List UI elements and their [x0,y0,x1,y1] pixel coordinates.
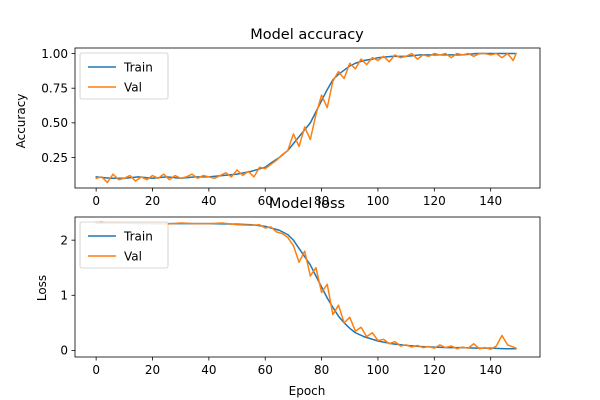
loss-y-tick-label: 0 [60,344,68,358]
loss-legend: Train Val [79,221,169,269]
loss-x-tick-label: 20 [145,363,160,377]
accuracy-chart-title: Model accuracy [250,27,364,43]
accuracy-x-tick-label: 140 [479,194,502,208]
loss-x-tick-label: 40 [201,363,216,377]
loss-series-val-line [95,221,517,351]
loss-axes-frame [74,216,541,358]
accuracy-y-tick-label: 1.00 [41,47,68,61]
accuracy-axes-frame [74,47,541,189]
accuracy-legend-train-label: Train [123,60,153,74]
accuracy-y-tick-label: 0.75 [41,81,68,95]
loss-chart-title: Model loss [269,196,345,212]
accuracy-y-tick-label: 0.50 [41,116,68,130]
accuracy-y-axis-label: Accuracy [14,94,28,149]
loss-x-tick-label: 80 [314,363,329,377]
accuracy-x-tick-label: 60 [258,194,273,208]
loss-panel: Loss Epoch 0 20 40 60 80 100 120 140 0 1 2 Train Val… [35,196,541,398]
accuracy-x-tick-label: 80 [314,194,329,208]
accuracy-legend-val-label: Val [124,80,142,94]
loss-y-axis-label: Loss [35,275,49,301]
accuracy-y-tick-label: 0.25 [41,151,68,165]
accuracy-x-tick-label: 100 [367,194,390,208]
loss-legend-train-label: Train [123,229,153,243]
accuracy-x-tick-label: 0 [92,194,100,208]
accuracy-series-val-line [95,52,517,184]
loss-y-tick-label: 1 [60,289,68,303]
accuracy-x-tick-label: 120 [423,194,446,208]
loss-x-tick-label: 120 [423,363,446,377]
accuracy-x-tick-label: 20 [145,194,160,208]
loss-legend-val-label: Val [124,249,142,263]
accuracy-x-tick-label: 40 [201,194,216,208]
accuracy-panel: Accuracy 0 20 40 60 80 100 120 140 0.25 0.50 0.75 1… [14,27,541,208]
loss-x-axis-label: Epoch [289,384,326,398]
accuracy-legend: Train Val [79,52,169,100]
loss-x-tick-label: 140 [479,363,502,377]
loss-x-tick-label: 0 [92,363,100,377]
loss-y-tick-label: 2 [60,233,68,247]
loss-x-tick-label: 60 [258,363,273,377]
loss-x-tick-label: 100 [367,363,390,377]
